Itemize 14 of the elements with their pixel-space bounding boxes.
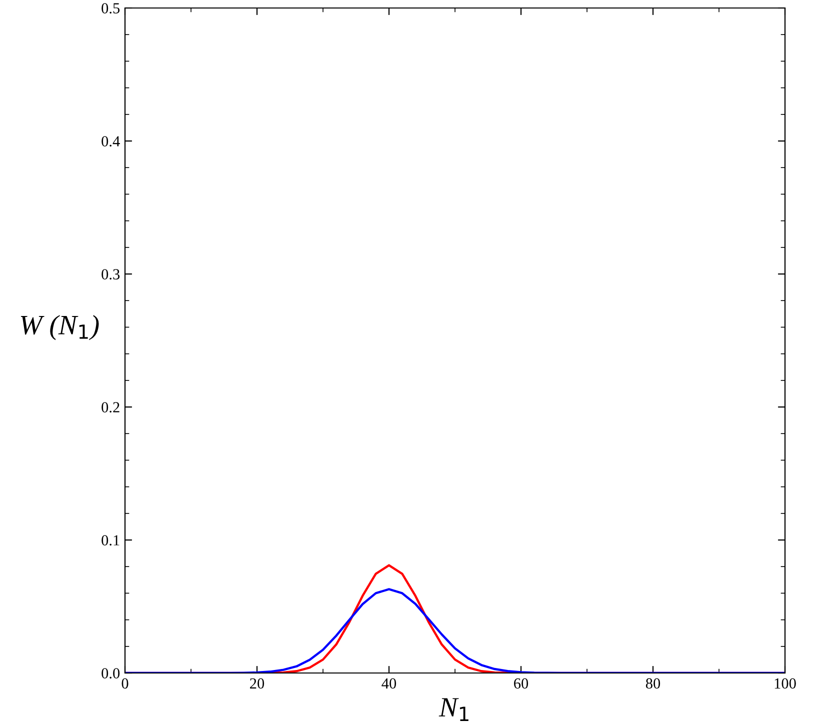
y-tick-label: 0.2	[102, 402, 120, 413]
x-tick-label: 80	[646, 678, 660, 689]
x-tick-label: 100	[774, 678, 796, 689]
x-tick-label: 40	[382, 678, 396, 689]
y-tick-label: 0.4	[102, 136, 120, 147]
y-tick-label: 0.3	[102, 269, 120, 280]
y-axis-title: W (N$_{1}$)	[20, 314, 99, 340]
x-tick-label: 20	[250, 678, 264, 689]
y-tick-label: 0.1	[102, 535, 120, 546]
y-tick-label: 0.5	[102, 3, 120, 14]
x-axis-title: N$_{1}$	[438, 698, 468, 721]
y-tick-label: 0.0	[102, 668, 120, 679]
x-tick-label: 0	[122, 678, 128, 689]
x-tick-label: 60	[514, 678, 528, 689]
